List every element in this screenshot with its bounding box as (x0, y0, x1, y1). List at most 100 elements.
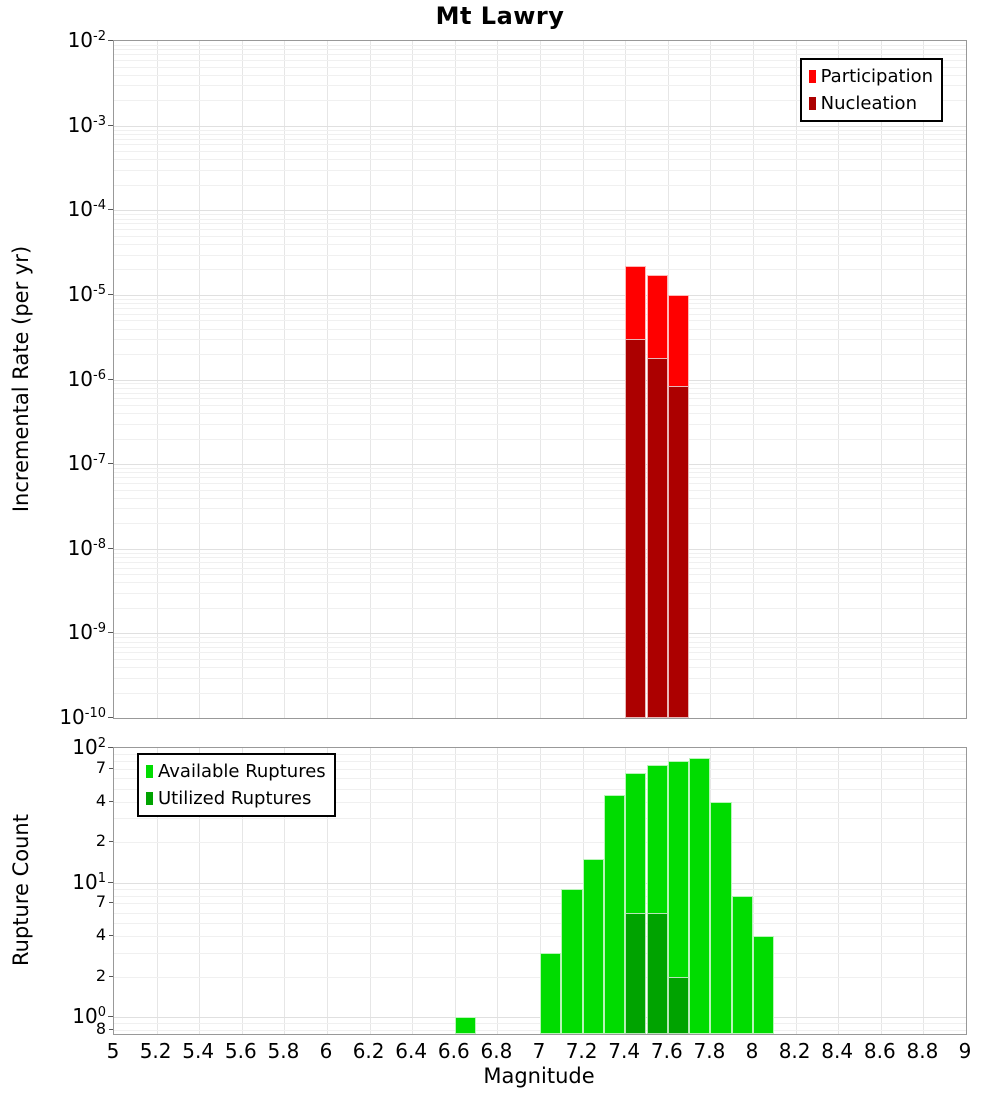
xtick-label: 8.4 (821, 1039, 854, 1063)
minor-ytick-label: 2 (95, 831, 106, 851)
gridline-major (114, 294, 966, 296)
gridline-minor (114, 912, 966, 914)
gridline-minor (114, 383, 966, 385)
gridline-minor (114, 303, 966, 305)
gridline-minor (114, 49, 966, 51)
gridline-minor (114, 85, 966, 87)
gridline-minor (114, 667, 966, 669)
gridline-minor (114, 842, 966, 844)
xtick-label: 5.6 (224, 1039, 257, 1063)
xtick-label: 6 (319, 1039, 333, 1063)
gridline-vertical (369, 748, 371, 1034)
gridline-minor (114, 818, 966, 820)
gridline-minor (114, 218, 966, 220)
available-ruptures-swatch-icon (146, 765, 153, 778)
gridline-major (114, 882, 966, 884)
gridline-minor (114, 574, 966, 576)
gridline-minor (114, 354, 966, 355)
minor-ytick-label: 4 (95, 925, 106, 945)
legend-item-utilized-ruptures: Utilized Ruptures (146, 785, 326, 812)
ytick-mark (109, 975, 113, 977)
gridline-vertical (497, 748, 499, 1034)
gridline-minor (114, 895, 966, 897)
gridline-minor (114, 472, 966, 474)
gridline-minor (114, 405, 966, 406)
ytick-label: 10-9 (67, 620, 106, 645)
gridline-minor (114, 243, 966, 245)
ytick-mark (108, 747, 113, 748)
xtick-label: 7.8 (693, 1039, 726, 1063)
legend-bottom-panel: Available Ruptures Utilized Ruptures (137, 753, 336, 817)
ytick-mark (109, 841, 113, 843)
gridline-minor (114, 313, 966, 315)
gridline-vertical (838, 748, 840, 1034)
xtick-label: 8.6 (863, 1039, 896, 1063)
gridline-minor (114, 438, 966, 440)
gridline-minor (114, 44, 966, 46)
xtick-label: 9 (958, 1039, 972, 1063)
xtick-label: 8.8 (906, 1039, 939, 1063)
ytick-mark (109, 935, 113, 937)
gridline-minor (114, 229, 966, 230)
gridline-vertical (540, 748, 541, 1034)
gridline-minor (114, 184, 966, 186)
gridline-vertical (795, 748, 797, 1034)
gridline-minor (114, 582, 966, 584)
gridline-minor (114, 254, 966, 256)
gridline-minor (114, 561, 966, 563)
bar-available-ruptures (561, 888, 583, 1034)
gridline-minor (114, 489, 966, 491)
gridline-minor (114, 508, 966, 510)
ytick-mark (108, 632, 113, 634)
ytick-label: 10-5 (67, 281, 106, 306)
gridline-minor (114, 151, 966, 153)
legend-label-participation: Participation (820, 65, 933, 87)
top-panel-plot-area (113, 40, 967, 719)
gridline-minor (114, 159, 966, 161)
bar-utilized-ruptures (625, 912, 647, 1034)
gridline-minor (114, 497, 966, 499)
gridline-minor (114, 66, 966, 68)
gridline-vertical (241, 748, 243, 1034)
xtick-label: 7.2 (565, 1039, 598, 1063)
gridline-minor (114, 468, 966, 469)
ytick-mark (108, 463, 113, 465)
gridline-minor (114, 298, 966, 300)
ytick-mark (108, 547, 113, 549)
gridline-minor (114, 788, 966, 790)
gridline-minor (114, 801, 966, 803)
minor-ytick-label: 7 (95, 892, 106, 912)
gridline-vertical (284, 748, 286, 1034)
gridline-minor (114, 567, 966, 569)
ytick-mark (108, 124, 113, 126)
participation-swatch-icon (808, 70, 816, 83)
bottom-panel-plot-area (113, 747, 967, 1035)
gridline-major (114, 633, 966, 635)
gridline-minor (114, 269, 966, 271)
gridline-minor (114, 59, 966, 61)
bar-utilized-ruptures (646, 912, 668, 1034)
legend-label-utilized-ruptures: Utilized Ruptures (158, 787, 312, 809)
gridline-minor (114, 768, 966, 770)
gridline-vertical (199, 748, 201, 1034)
xtick-label: 7.4 (608, 1039, 641, 1063)
ytick-mark (108, 1016, 113, 1018)
gridline-minor (114, 235, 966, 237)
gridline-minor (114, 477, 966, 479)
gridline-minor (114, 144, 966, 146)
ytick-mark (108, 378, 113, 380)
ytick-label: 102 (72, 735, 106, 759)
gridline-minor (114, 308, 966, 309)
ytick-mark (109, 800, 113, 802)
gridline-major (114, 379, 966, 381)
legend-label-nucleation: Nucleation (820, 92, 917, 114)
ytick-label: 10-10 (59, 705, 106, 729)
bar-available-ruptures (710, 801, 732, 1034)
gridline-minor (114, 557, 966, 558)
gridline-minor (114, 888, 966, 890)
legend-item-nucleation: Nucleation (808, 90, 933, 117)
minor-ytick-label: 7 (95, 757, 106, 777)
xtick-label: 6.4 (395, 1039, 428, 1063)
xtick-label: 8.2 (778, 1039, 811, 1063)
gridline-minor (114, 392, 966, 394)
